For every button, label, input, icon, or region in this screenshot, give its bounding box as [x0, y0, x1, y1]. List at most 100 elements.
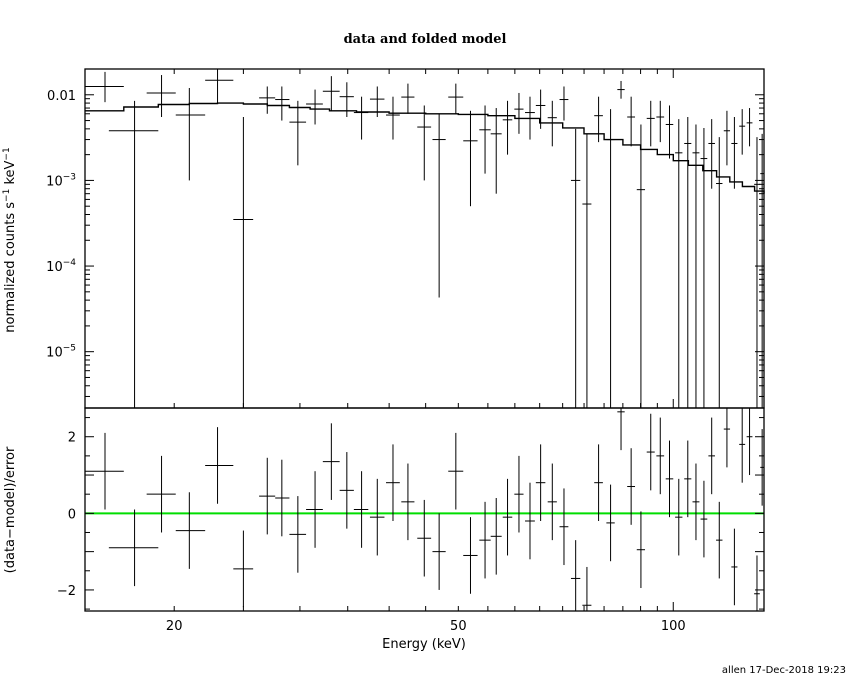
- bottom-data-group: [85, 408, 764, 611]
- data-point: [535, 89, 546, 129]
- residual-point: [353, 471, 369, 548]
- data-point: [746, 108, 753, 147]
- residual-point: [692, 463, 700, 541]
- data-point: [85, 71, 124, 103]
- residual-point: [559, 488, 569, 566]
- data-point: [627, 96, 636, 147]
- residual-point: [708, 417, 715, 495]
- data-point: [502, 100, 513, 155]
- residual-point: [723, 408, 731, 468]
- data-point: [448, 83, 464, 114]
- residual-point: [233, 530, 254, 608]
- data-point: [582, 133, 592, 408]
- tick-base: 10: [46, 260, 63, 275]
- residual-point: [535, 444, 546, 521]
- residual-point: [108, 509, 159, 587]
- data-point: [754, 137, 760, 408]
- residual-point: [731, 528, 738, 606]
- data-point: [646, 100, 655, 147]
- residual-point: [259, 457, 276, 535]
- residual-point: [627, 448, 636, 525]
- tick-exponent: −3: [63, 172, 76, 182]
- bottom-y-tick-label: 0: [68, 507, 76, 522]
- data-point: [479, 105, 491, 174]
- top-y-tick-label: 10−4: [46, 258, 76, 275]
- top-y-tick-label: 10−3: [46, 172, 76, 189]
- tick-exponent: −5: [63, 344, 76, 354]
- data-point: [432, 113, 446, 298]
- data-point: [322, 76, 340, 111]
- model-curve: [85, 102, 765, 194]
- data-point: [339, 82, 354, 118]
- tick-base: 10: [46, 346, 63, 361]
- data-point: [353, 96, 369, 140]
- residual-point: [700, 480, 708, 558]
- data-point: [723, 110, 731, 166]
- data-point: [559, 86, 569, 121]
- data-point: [692, 124, 700, 408]
- residual-point: [306, 471, 323, 548]
- bottom-y-axis-label: (data−model)/error: [3, 446, 18, 573]
- top-y-tick-label: 0.01: [47, 89, 76, 104]
- data-point: [463, 110, 478, 207]
- x-axis-label: Energy (keV): [382, 637, 466, 652]
- data-point: [547, 100, 557, 147]
- data-point: [656, 100, 665, 143]
- residual-point: [479, 501, 491, 579]
- top-data-group: [85, 69, 764, 408]
- footer-timestamp: allen 17-Dec-2018 19:23: [722, 665, 846, 676]
- tick-exponent: −4: [63, 258, 77, 268]
- residual-point: [754, 555, 760, 611]
- residual-point: [463, 517, 478, 594]
- residual-point: [502, 478, 513, 556]
- data-point: [739, 109, 746, 155]
- residual-point: [570, 540, 581, 611]
- residual-point: [490, 498, 502, 575]
- residual-point: [322, 423, 340, 500]
- data-point: [606, 109, 615, 408]
- data-point: [716, 137, 723, 408]
- data-point: [289, 100, 307, 166]
- data-point: [386, 96, 400, 140]
- residual-point: [636, 511, 646, 589]
- data-point: [108, 100, 159, 408]
- residual-point: [617, 408, 625, 451]
- bottom-y-tick-label: −2: [57, 584, 76, 599]
- data-point: [675, 119, 683, 408]
- residual-point: [275, 459, 290, 537]
- data-point: [369, 86, 385, 118]
- residual-point: [684, 440, 692, 518]
- data-point: [401, 83, 415, 114]
- data-point: [175, 87, 206, 181]
- residual-point: [656, 417, 665, 495]
- residual-point: [289, 496, 307, 573]
- data-point: [514, 92, 524, 134]
- tick-base: 0.01: [47, 89, 76, 104]
- residual-point: [739, 408, 746, 483]
- residual-point: [85, 432, 124, 510]
- data-point: [525, 96, 535, 140]
- data-point: [275, 86, 290, 121]
- bottom-panel-frame: [84, 407, 765, 612]
- data-point: [570, 128, 581, 408]
- data-point: [594, 96, 603, 143]
- residual-point: [525, 482, 535, 560]
- data-point: [636, 124, 646, 408]
- data-point: [233, 117, 254, 408]
- residual-point: [606, 484, 615, 562]
- data-point: [146, 75, 176, 118]
- tick-base: 10: [46, 174, 63, 189]
- residual-point: [432, 513, 446, 590]
- data-point: [708, 119, 715, 189]
- residual-point: [417, 499, 432, 577]
- data-point: [700, 127, 708, 408]
- residual-point: [675, 478, 683, 556]
- residual-point: [514, 455, 524, 533]
- residual-point: [175, 492, 206, 569]
- data-point: [731, 117, 738, 189]
- data-point: [684, 117, 692, 408]
- residual-point: [386, 444, 400, 521]
